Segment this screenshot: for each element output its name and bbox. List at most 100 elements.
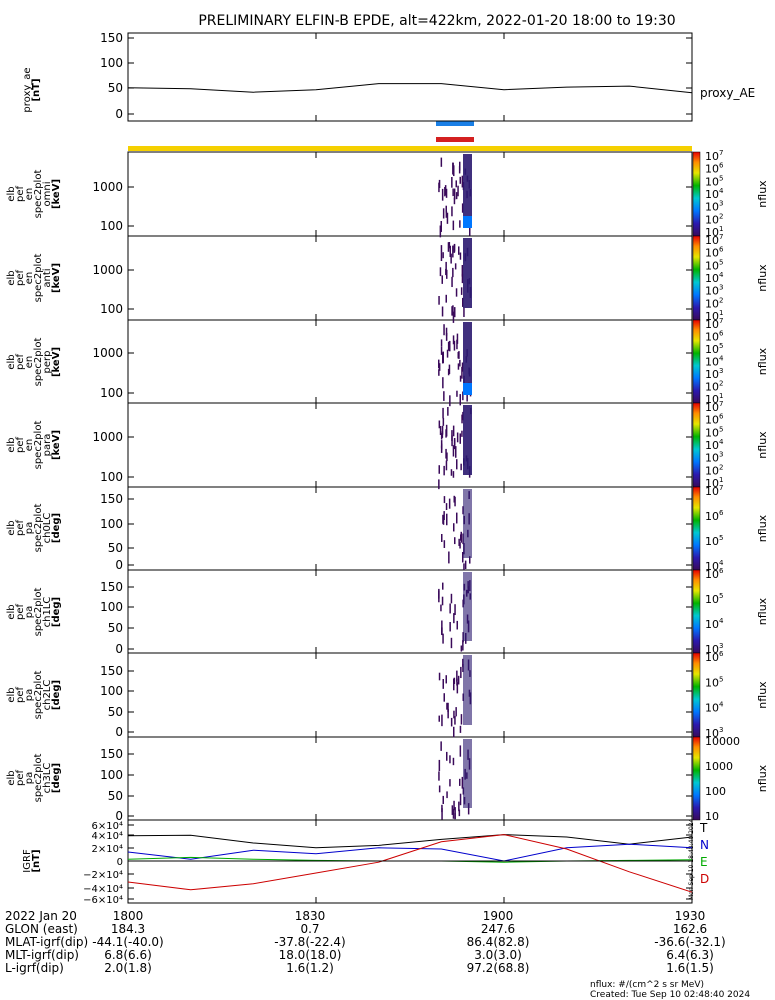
flux-block [463, 572, 472, 641]
colorbar-tick: 107 [705, 317, 723, 331]
flux-pixel [451, 435, 453, 447]
ylabel-line: IGRF [22, 849, 33, 873]
flux-pixel [452, 471, 455, 478]
panel-frame [127, 151, 693, 237]
flux-pixel [460, 287, 463, 295]
flux-pixel [456, 432, 459, 443]
ylabel-line: [deg] [51, 513, 62, 543]
flux-pixel [441, 306, 444, 317]
ylabel-line: ch3LC [42, 763, 53, 794]
fgm-zone-bar [436, 137, 474, 142]
flux-pixel [454, 716, 456, 725]
colorbar-exponent: 1 [719, 476, 723, 484]
colorbar-exponent: 4 [719, 559, 724, 567]
ylabel-line: pa [24, 772, 35, 784]
proxy-ae-line [127, 83, 693, 94]
flux-pixel [449, 395, 451, 407]
flux-pixel [442, 407, 444, 419]
flux-pixel [438, 420, 441, 429]
colorbar-exponent: 3 [719, 726, 723, 734]
flux-pixel [449, 779, 451, 787]
flux-pixel [453, 677, 456, 684]
flux-pixel [441, 596, 444, 606]
colorbar-label: nflux [756, 514, 769, 542]
flux-pixel [447, 341, 450, 351]
flux-pixel [439, 225, 442, 238]
flux-pixel [450, 717, 453, 727]
colorbar-exponent: 7 [719, 233, 723, 241]
colorbar-exponent: 5 [719, 342, 723, 350]
flux-pixel [449, 603, 451, 614]
colorbar-exponent: 3 [719, 284, 723, 292]
colorbar-exponent: 2 [719, 212, 723, 220]
flux-pixel [443, 465, 445, 476]
flux-pixel [438, 672, 441, 681]
flux-pixel [451, 206, 453, 217]
ylabel-line: elb [6, 186, 17, 201]
flux-pixel [453, 188, 456, 200]
flux-pixel [453, 613, 455, 624]
plot-panels: proxy_ae[nT]150100500proxy_AEelbpefenspe… [6, 31, 769, 906]
flux-pixel [462, 411, 464, 421]
flux-pixel [445, 460, 448, 471]
ephem-value: 6.8(6.6) [104, 948, 152, 962]
flux-pixel [458, 351, 460, 359]
flux-pixel [461, 265, 464, 277]
flux-pixel [449, 340, 451, 352]
colorbar-tick: 100 [705, 785, 726, 798]
colorbar-tick: 105 [705, 258, 723, 272]
colorbar-exponent: 7 [719, 317, 723, 325]
flux-pixel [461, 430, 463, 437]
ylabel-line: ch2LC [42, 680, 53, 711]
flux-pixel [447, 242, 450, 252]
flux-pixel [461, 414, 463, 424]
ytick-label: 100 [100, 56, 123, 70]
ylabel-line: spec2plot [33, 421, 44, 470]
flux-pixel [443, 324, 445, 336]
ylabel-line: pef [15, 770, 26, 787]
colorbar-tick: 105 [705, 592, 723, 606]
ylabel-line: elb [6, 270, 17, 285]
colorbar-tick: 103 [705, 367, 723, 381]
ytick-label: 1000 [92, 180, 123, 194]
flux-pixel [445, 503, 448, 510]
flux-pixel [460, 463, 462, 471]
colorbar-exponent: 5 [719, 534, 723, 542]
flux-pixel [440, 339, 443, 347]
ytick-label: 100 [100, 517, 123, 531]
flux-pixel [458, 809, 461, 817]
colorbar-exponent: 6 [719, 246, 724, 254]
flux-high [463, 216, 472, 228]
flux-pixel [453, 800, 455, 811]
flux-pixel [459, 375, 462, 382]
ephem-value: -44.1(-40.0) [92, 935, 163, 949]
flux-pixel [459, 778, 461, 786]
flux-pixel [445, 188, 448, 198]
ylabel-line: [keV] [51, 263, 62, 293]
colorbar-tick: 10000 [705, 735, 740, 748]
flux-pixel [441, 275, 443, 284]
colorbar-exponent: 4 [719, 617, 724, 625]
igrf-line-T [127, 834, 693, 849]
flux-pixel [452, 220, 455, 231]
ylabel-line: spec2plot [33, 754, 44, 803]
flux-block [463, 405, 472, 475]
flux-pixel [444, 187, 446, 197]
ephem-label: L-igrf(dip) [5, 961, 64, 975]
colorbar-exponent: 6 [719, 650, 724, 658]
flux-block [463, 322, 472, 391]
flux-pixel [456, 682, 459, 694]
colorbar-tick: 106 [705, 509, 724, 523]
flux-pixel [440, 741, 442, 751]
colorbar-tick: 104 [705, 701, 724, 715]
legend-D: D [700, 872, 709, 886]
ytick-label: 0 [115, 809, 123, 823]
flux-pixel [442, 208, 445, 219]
ylabel-line: [deg] [51, 763, 62, 793]
ytick-label: 150 [100, 492, 123, 506]
flux-pixel [453, 710, 455, 719]
colorbar [692, 652, 701, 738]
flux-pixel [462, 664, 464, 673]
flux-pixel [447, 368, 450, 376]
